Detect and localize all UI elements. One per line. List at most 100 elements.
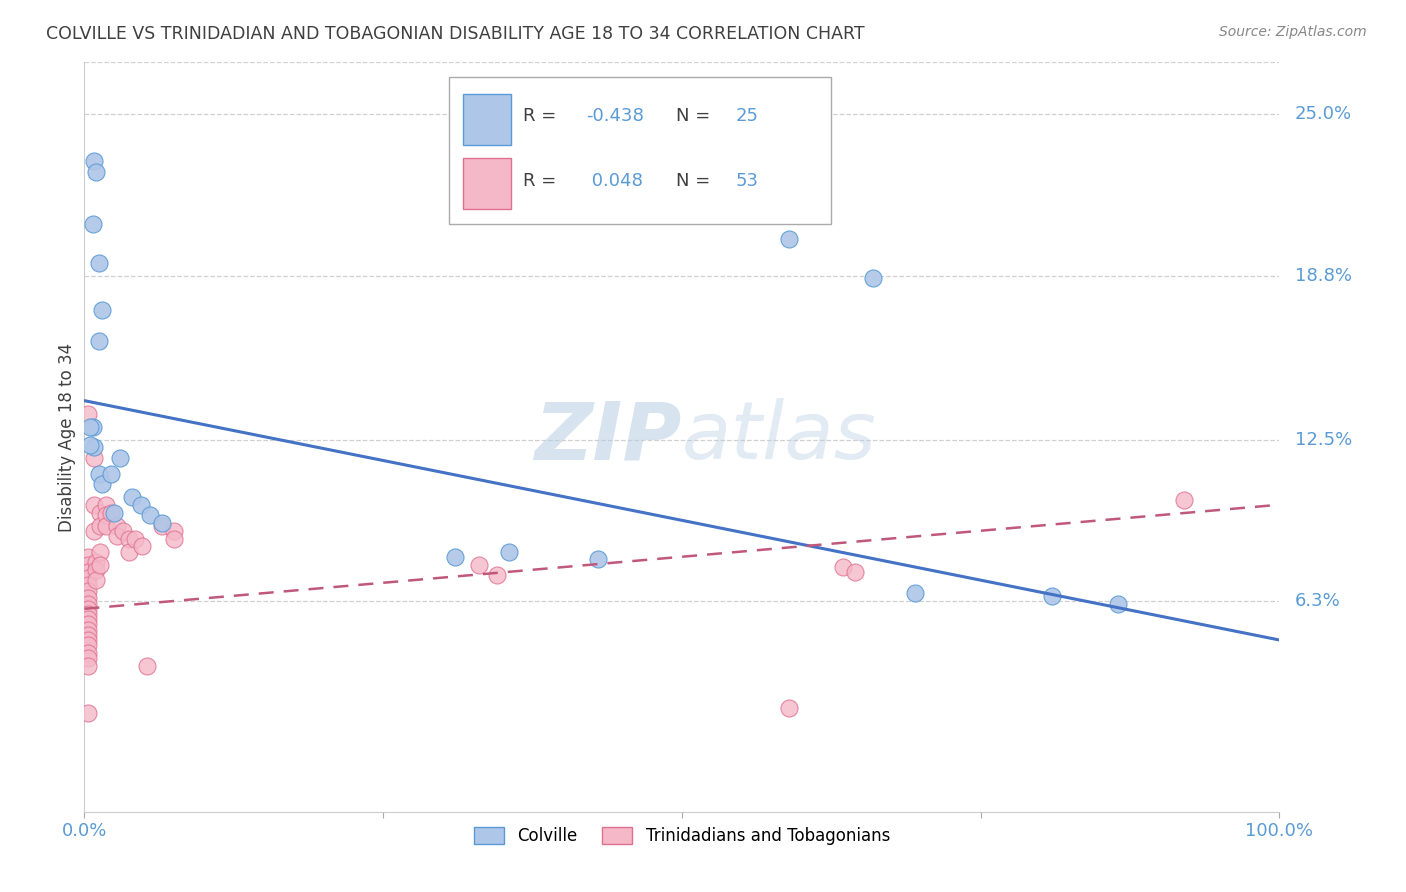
Text: 53: 53	[735, 172, 759, 190]
Point	[83, 498, 105, 512]
Point	[77, 607, 100, 621]
Point	[77, 659, 100, 673]
Point	[89, 506, 111, 520]
Text: 12.5%: 12.5%	[1295, 431, 1353, 449]
Point	[94, 508, 117, 523]
Point	[498, 544, 520, 558]
Point	[91, 477, 114, 491]
Point	[1107, 597, 1129, 611]
Point	[86, 555, 108, 569]
Text: 25.0%: 25.0%	[1295, 105, 1353, 123]
Point	[77, 706, 100, 720]
Point	[163, 532, 186, 546]
Text: -0.438: -0.438	[586, 107, 644, 126]
Text: 6.3%: 6.3%	[1295, 592, 1341, 610]
Point	[904, 586, 927, 600]
Point	[485, 568, 508, 582]
Text: 0.048: 0.048	[586, 172, 643, 190]
Point	[832, 560, 855, 574]
Point	[150, 518, 173, 533]
Point	[117, 544, 139, 558]
Point	[77, 628, 100, 642]
Text: R =: R =	[523, 172, 562, 190]
Point	[83, 441, 105, 455]
Point	[79, 438, 101, 452]
Point	[82, 217, 104, 231]
Point	[94, 518, 117, 533]
Point	[82, 419, 104, 434]
Point	[83, 154, 105, 169]
Point	[131, 539, 153, 553]
Point	[91, 302, 114, 317]
Point	[77, 612, 100, 626]
Text: ZIP: ZIP	[534, 398, 682, 476]
Point	[77, 651, 100, 665]
Point	[89, 518, 111, 533]
Point	[139, 508, 162, 523]
Point	[779, 700, 801, 714]
FancyBboxPatch shape	[463, 94, 510, 145]
Point	[77, 566, 100, 580]
Point	[77, 407, 100, 421]
Text: N =: N =	[676, 107, 716, 126]
Point	[444, 549, 467, 564]
Point	[77, 623, 100, 637]
Point	[83, 450, 105, 465]
Point	[1173, 492, 1195, 507]
FancyBboxPatch shape	[463, 158, 510, 209]
Point	[87, 256, 110, 270]
Point	[121, 490, 143, 504]
Point	[86, 563, 108, 577]
Point	[77, 583, 100, 598]
FancyBboxPatch shape	[449, 78, 831, 224]
Point	[105, 529, 128, 543]
Point	[77, 617, 100, 632]
Text: N =: N =	[676, 172, 716, 190]
Point	[588, 552, 610, 566]
Point	[1042, 589, 1064, 603]
Point	[862, 271, 884, 285]
Point	[124, 532, 146, 546]
Point	[77, 597, 100, 611]
Point	[77, 578, 100, 592]
Point	[89, 558, 111, 572]
Point	[79, 419, 101, 434]
Point	[100, 467, 122, 481]
Point	[105, 518, 128, 533]
Point	[117, 532, 139, 546]
Point	[86, 573, 108, 587]
Y-axis label: Disability Age 18 to 34: Disability Age 18 to 34	[58, 343, 76, 532]
Text: Source: ZipAtlas.com: Source: ZipAtlas.com	[1219, 25, 1367, 39]
Point	[100, 506, 122, 520]
Point	[163, 524, 186, 538]
Point	[844, 566, 866, 580]
Text: 18.8%: 18.8%	[1295, 267, 1353, 285]
Point	[77, 602, 100, 616]
Text: COLVILLE VS TRINIDADIAN AND TOBAGONIAN DISABILITY AGE 18 TO 34 CORRELATION CHART: COLVILLE VS TRINIDADIAN AND TOBAGONIAN D…	[46, 25, 865, 43]
Point	[86, 164, 108, 178]
Point	[77, 558, 100, 572]
Point	[77, 571, 100, 585]
Point	[87, 467, 110, 481]
Point	[129, 498, 152, 512]
Point	[89, 544, 111, 558]
Point	[87, 334, 110, 348]
Text: atlas: atlas	[682, 398, 877, 476]
Point	[150, 516, 173, 530]
Point	[110, 450, 132, 465]
Point	[77, 638, 100, 652]
Point	[77, 549, 100, 564]
Text: R =: R =	[523, 107, 562, 126]
Legend: Colville, Trinidadians and Tobagonians: Colville, Trinidadians and Tobagonians	[467, 821, 897, 852]
Point	[779, 232, 801, 246]
Text: 25: 25	[735, 107, 759, 126]
Point	[77, 591, 100, 606]
Point	[111, 524, 134, 538]
Point	[468, 558, 491, 572]
Point	[103, 506, 125, 520]
Point	[135, 659, 157, 673]
Point	[94, 498, 117, 512]
Point	[77, 633, 100, 648]
Point	[83, 524, 105, 538]
Point	[77, 646, 100, 660]
